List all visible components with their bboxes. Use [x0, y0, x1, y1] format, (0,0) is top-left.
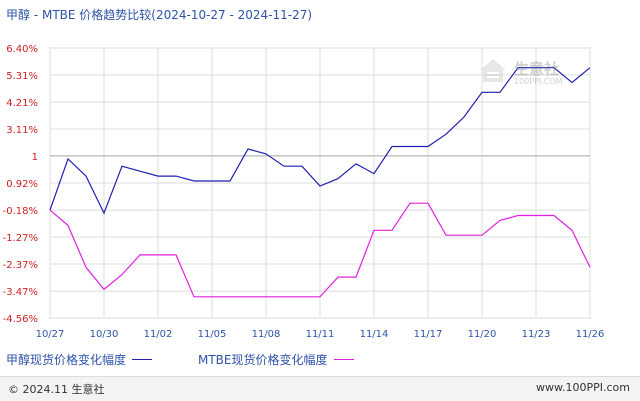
legend-label-mtbe: MTBE现货价格变化幅度	[198, 353, 328, 367]
x-tick-label: 11/11	[306, 329, 335, 340]
watermark-brand: 生意社	[514, 60, 560, 78]
house-icon	[480, 59, 506, 82]
x-tick-label: 11/23	[522, 329, 551, 340]
x-tick-label: 11/02	[144, 329, 173, 340]
x-tick-label: 11/08	[252, 329, 281, 340]
chart-title: 甲醇 - MTBE 价格趋势比较(2024-10-27 - 2024-11-27…	[6, 8, 313, 22]
x-tick-label: 10/30	[90, 329, 119, 340]
x-tick-label: 11/14	[360, 329, 389, 340]
series-line-mtbe	[49, 202, 591, 298]
y-tick-label: 4.21%	[6, 98, 38, 109]
y-tick-label: -3.47%	[3, 287, 38, 298]
watermark-url: 100PPI.COM	[514, 77, 563, 86]
y-tick-label: -1.27%	[3, 233, 38, 244]
y-tick-label: 6.40%	[6, 44, 38, 55]
footer-bar: © 2024.11 生意社 www.100PPI.com	[0, 376, 640, 401]
footer-site-link[interactable]: www.100PPI.com	[536, 381, 630, 394]
footer-copyright: © 2024.11 生意社	[8, 383, 105, 396]
x-tick-label: 11/17	[414, 329, 443, 340]
y-tick-label: 5.31%	[6, 71, 38, 82]
y-tick-label: 0.92%	[6, 179, 38, 190]
legend-swatch-methanol	[132, 359, 153, 360]
y-tick-label: -4.56%	[3, 314, 38, 325]
series-line-methanol	[49, 67, 591, 215]
y-tick-label: 3.11%	[6, 125, 38, 136]
legend-item-mtbe: MTBE现货价格变化幅度	[198, 351, 354, 368]
y-tick-label: -2.37%	[3, 260, 38, 271]
y-tick-label: 1	[32, 152, 38, 163]
legend-label-methanol: 甲醇现货价格变化幅度	[6, 353, 127, 367]
y-tick-label: -0.18%	[3, 206, 38, 217]
watermark-logo: 生意社 100PPI.COM	[478, 56, 586, 90]
x-tick-label: 11/05	[198, 329, 227, 340]
legend-swatch-mtbe	[333, 359, 354, 360]
x-tick-label: 11/26	[576, 329, 605, 340]
legend-item-methanol: 甲醇现货价格变化幅度	[6, 351, 153, 368]
x-tick-label: 11/20	[468, 329, 497, 340]
x-tick-label: 10/27	[36, 329, 65, 340]
